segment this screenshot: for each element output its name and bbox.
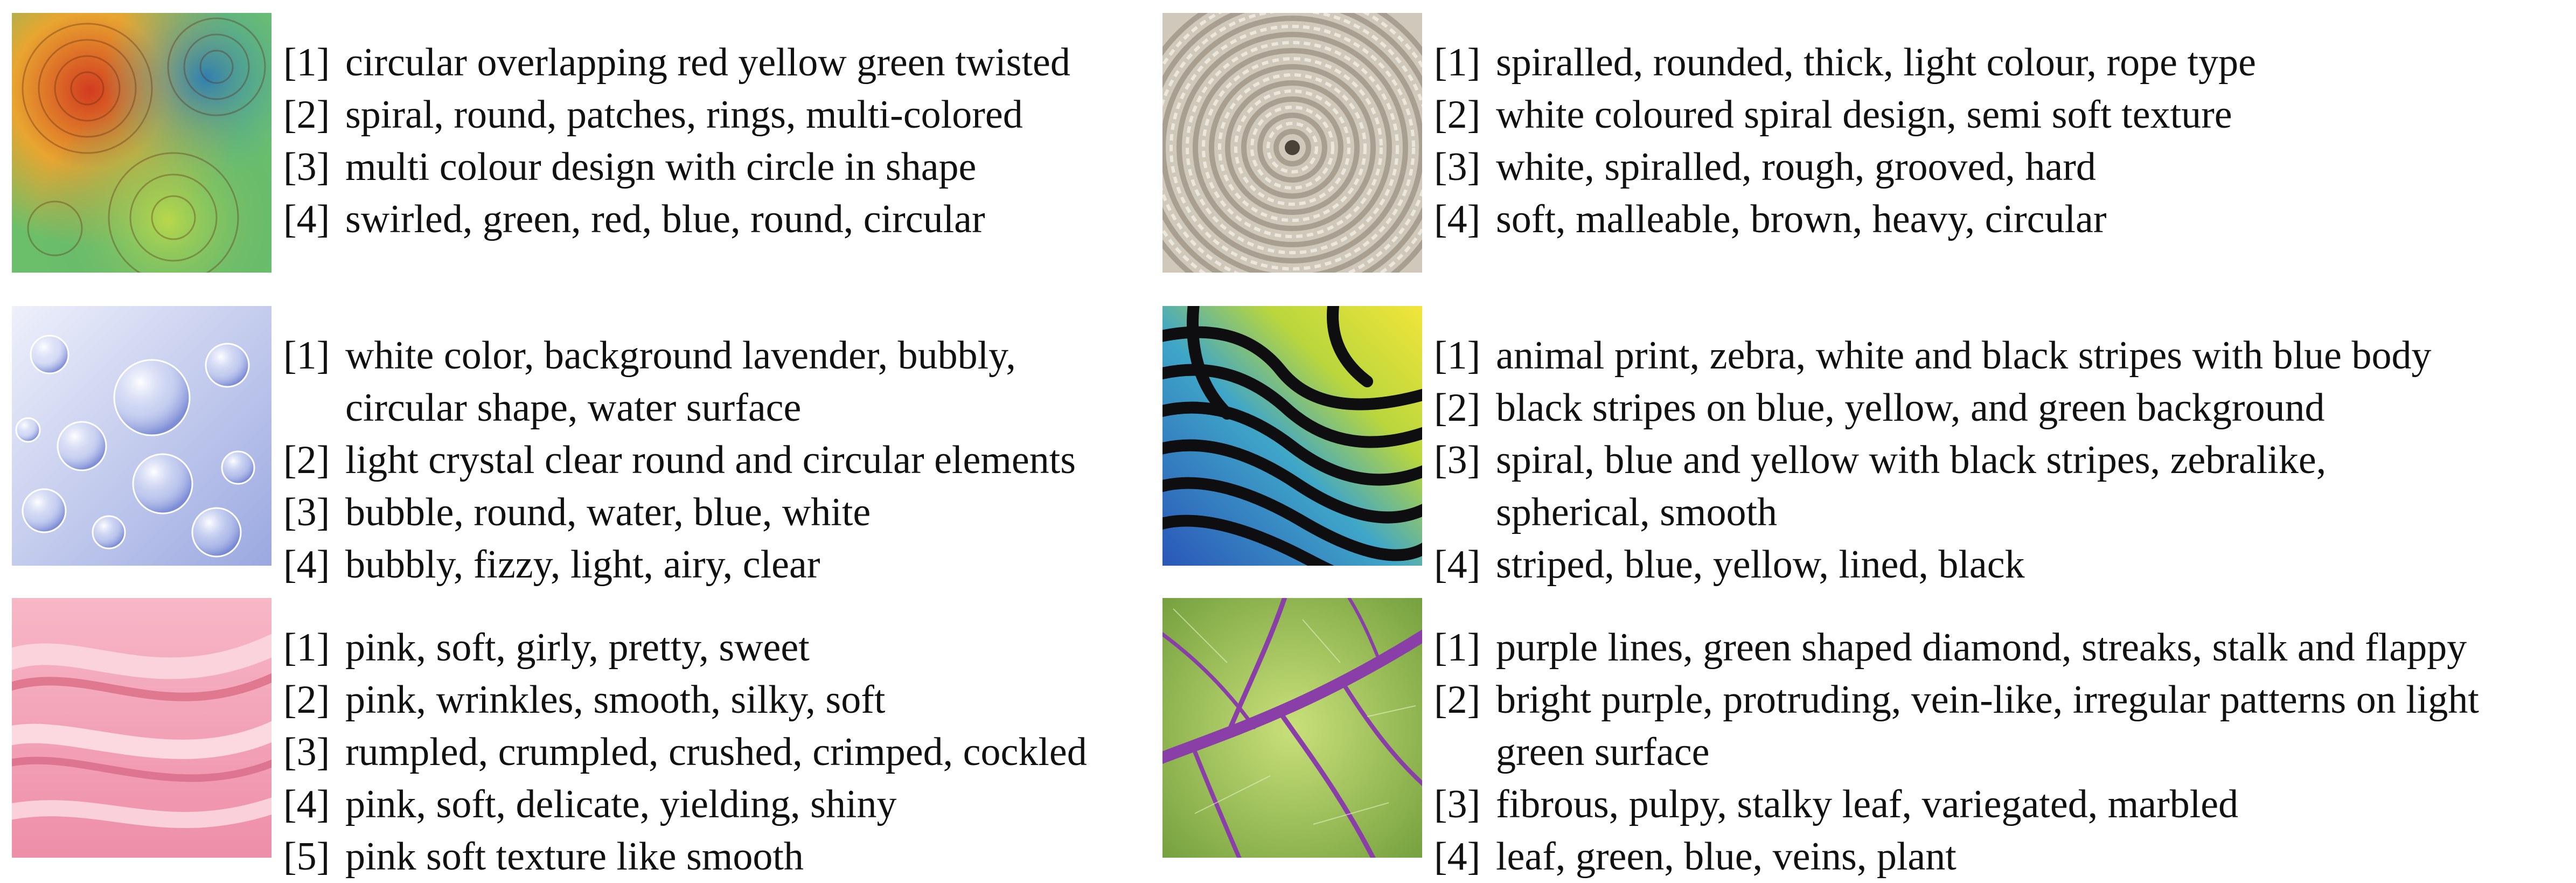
zebra-texture-image: [1162, 306, 1422, 566]
line-index: [3]: [283, 145, 330, 189]
line-text: multi colour design with circle in shape: [345, 145, 977, 189]
line-text: circular overlapping red yellow green tw…: [345, 40, 1070, 85]
texture-entry: [1] pink, soft, girly, pretty, sweet [2] p…: [12, 598, 1272, 879]
line-index: [3]: [283, 730, 330, 774]
texture-entry: [1] spiralled, rounded, thick, light colo…: [1162, 13, 2423, 273]
line-index: [4]: [283, 543, 330, 587]
description-line: [4] swirled, green, red, blue, round, cir…: [283, 193, 1269, 246]
description-line: [2] pink, wrinkles, smooth, silky, soft: [283, 674, 1269, 726]
line-index: [2]: [1434, 678, 1481, 722]
description-line: [4] bubbly, fizzy, light, airy, clear: [283, 539, 1269, 591]
texture-entry: [1] white color, background lavender, bub…: [12, 306, 1272, 587]
line-index: [1]: [283, 40, 330, 85]
description-line: [4] soft, malleable, brown, heavy, circul…: [1434, 193, 2420, 246]
description-line: [2] white coloured spiral design, semi so…: [1434, 89, 2420, 141]
line-text: light crystal clear round and circular e…: [345, 438, 1076, 482]
line-index: [4]: [283, 197, 330, 241]
line-index: [1]: [1434, 40, 1481, 85]
description-line: [3] fibrous, pulpy, stalky leaf, variegat…: [1434, 778, 2420, 831]
rope-texture-image: [1162, 13, 1422, 273]
bubbles-texture-image: [12, 306, 271, 566]
line-text: soft, malleable, brown, heavy, circular: [1496, 197, 2107, 241]
line-text: leaf, green, blue, veins, plant: [1496, 835, 1957, 879]
description-list: [1] purple lines, green shaped diamond, s…: [1434, 622, 2479, 883]
line-text-continued: circular shape, water surface: [345, 386, 802, 430]
description-line: [3] bubble, round, water, blue, white: [283, 486, 1269, 539]
line-index: [2]: [1434, 386, 1481, 430]
line-index: [4]: [1434, 543, 1481, 587]
swirl-texture-image: [12, 13, 271, 273]
line-text: striped, blue, yellow, lined, black: [1496, 543, 2025, 587]
texture-entry: [1] circular overlapping red yellow green…: [12, 13, 1272, 273]
line-index: [1]: [1434, 625, 1481, 670]
line-index: [4]: [1434, 835, 1481, 879]
description-line: [2] spiral, round, patches, rings, multi-…: [283, 89, 1269, 141]
line-text: pink soft texture like smooth: [345, 835, 804, 879]
silk-texture-image: [12, 598, 271, 858]
line-index: [1]: [283, 625, 330, 670]
description-line: [5] pink soft texture like smooth: [283, 831, 1269, 883]
line-index: [1]: [1434, 333, 1481, 378]
line-text: spiralled, rounded, thick, light colour,…: [1496, 40, 2256, 85]
texture-entry: [1] purple lines, green shaped diamond, s…: [1162, 598, 2479, 879]
line-text: bubble, round, water, blue, white: [345, 490, 871, 534]
line-index: [2]: [283, 93, 330, 137]
line-index: [2]: [1434, 93, 1481, 137]
line-text: swirled, green, red, blue, round, circul…: [345, 197, 985, 241]
leaf-texture-image: [1162, 598, 1422, 858]
description-list: [1] white color, background lavender, bub…: [283, 330, 1269, 591]
line-index: [4]: [1434, 197, 1481, 241]
line-text-continued: green surface: [1496, 730, 1710, 774]
description-list: [1] pink, soft, girly, pretty, sweet [2] p…: [283, 622, 1269, 883]
line-text: fibrous, pulpy, stalky leaf, variegated,…: [1496, 782, 2239, 826]
description-list: [1] animal print, zebra, white and black …: [1434, 330, 2432, 591]
line-index: [3]: [283, 490, 330, 534]
line-text: white, spiralled, rough, grooved, hard: [1496, 145, 2096, 189]
line-index: [3]: [1434, 438, 1481, 482]
description-list: [1] spiralled, rounded, thick, light colo…: [1434, 37, 2420, 246]
line-text: bubbly, fizzy, light, airy, clear: [345, 543, 820, 587]
line-index: [5]: [283, 835, 330, 879]
description-list: [1] circular overlapping red yellow green…: [283, 37, 1269, 246]
description-line: [4] leaf, green, blue, veins, plant: [1434, 831, 2420, 883]
line-text-continued: spherical, smooth: [1496, 490, 1778, 534]
line-text: rumpled, crumpled, crushed, crimped, coc…: [345, 730, 1087, 774]
description-line: [1] white color, background lavender, bub…: [283, 330, 1269, 434]
line-index: [3]: [1434, 782, 1481, 826]
description-line: [3] rumpled, crumpled, crushed, crimped, …: [283, 726, 1269, 778]
line-index: [2]: [283, 678, 330, 722]
line-index: [4]: [283, 782, 330, 826]
line-index: [2]: [283, 438, 330, 482]
line-text: bright purple, protruding, vein-like, ir…: [1496, 678, 2479, 722]
line-text: pink, soft, girly, pretty, sweet: [345, 625, 810, 670]
description-line: [1] animal print, zebra, white and black …: [1434, 330, 2432, 382]
description-line: [1] purple lines, green shaped diamond, s…: [1434, 622, 2467, 674]
description-line: [1] circular overlapping red yellow green…: [283, 37, 1269, 89]
description-line: [1] pink, soft, girly, pretty, sweet: [283, 622, 1269, 674]
description-line: [3] multi colour design with circle in sh…: [283, 141, 1269, 193]
description-line: [2] light crystal clear round and circula…: [283, 434, 1269, 486]
description-line: [2] bright purple, protruding, vein-like,…: [1434, 674, 2479, 778]
line-text: black stripes on blue, yellow, and green…: [1496, 386, 2325, 430]
description-line: [1] spiralled, rounded, thick, light colo…: [1434, 37, 2420, 89]
description-line: [3] spiral, blue and yellow with black st…: [1434, 434, 2420, 539]
line-text: spiral, round, patches, rings, multi-col…: [345, 93, 1023, 137]
line-text: white color, background lavender, bubbly…: [345, 333, 1016, 378]
description-line: [2] black stripes on blue, yellow, and gr…: [1434, 382, 2420, 434]
line-text: purple lines, green shaped diamond, stre…: [1496, 625, 2467, 670]
texture-entry: [1] animal print, zebra, white and black …: [1162, 306, 2431, 587]
line-index: [1]: [283, 333, 330, 378]
description-line: [4] striped, blue, yellow, lined, black: [1434, 539, 2420, 591]
line-text: spiral, blue and yellow with black strip…: [1496, 438, 2327, 482]
line-text: pink, wrinkles, smooth, silky, soft: [345, 678, 886, 722]
line-text: animal print, zebra, white and black str…: [1496, 333, 2432, 378]
description-line: [4] pink, soft, delicate, yielding, shiny: [283, 778, 1269, 831]
line-text: white coloured spiral design, semi soft …: [1496, 93, 2232, 137]
line-text: pink, soft, delicate, yielding, shiny: [345, 782, 897, 826]
line-index: [3]: [1434, 145, 1481, 189]
description-line: [3] white, spiralled, rough, grooved, har…: [1434, 141, 2420, 193]
